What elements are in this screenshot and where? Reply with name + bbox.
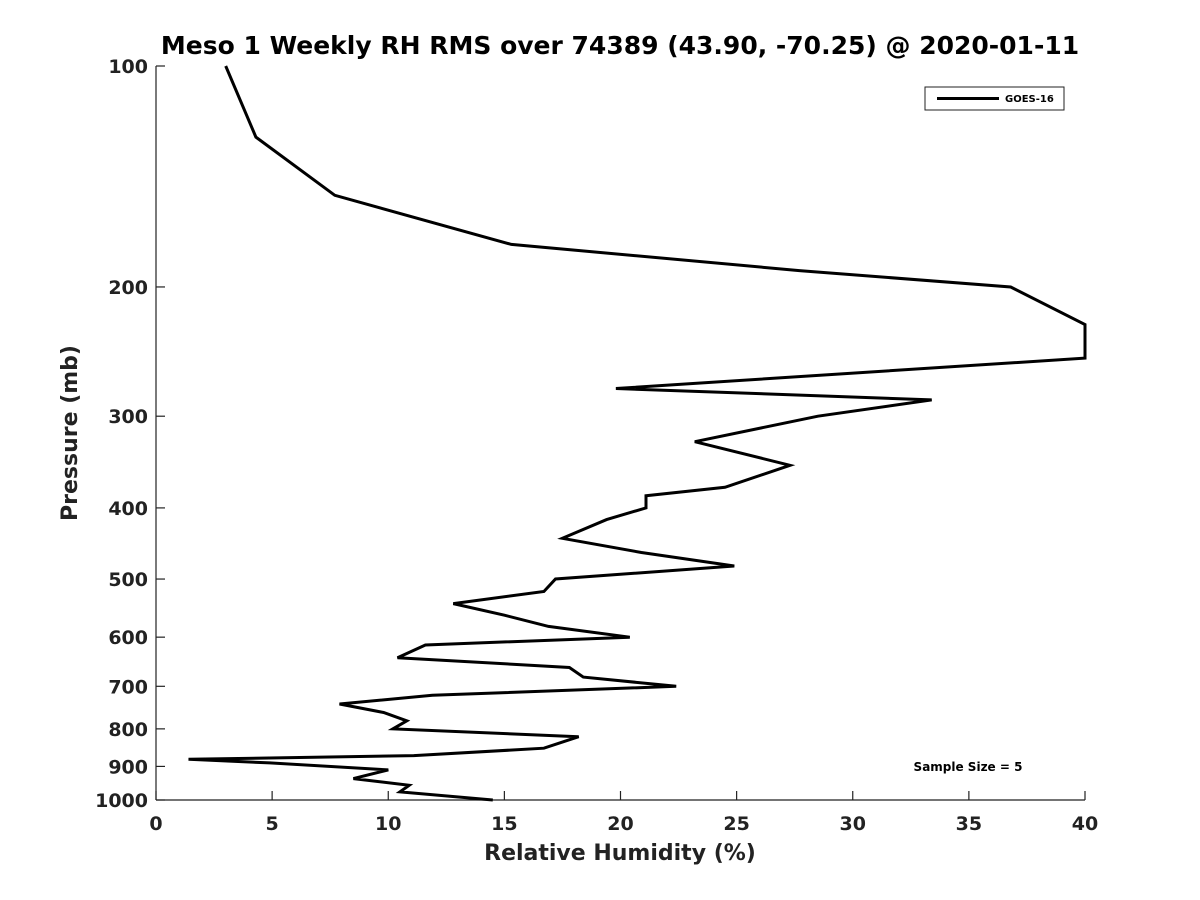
x-axis-ticks: 0 5 10 15 20 25 30 35 40 — [149, 791, 1098, 835]
y-tick-label: 300 — [108, 406, 148, 428]
x-tick-label: 15 — [491, 813, 517, 835]
legend-label: GOES-16 — [1005, 94, 1054, 105]
y-tick-label: 500 — [108, 569, 148, 591]
chart-title: Meso 1 Weekly RH RMS over 74389 (43.90, … — [161, 31, 1079, 60]
x-tick-label: 20 — [607, 813, 633, 835]
y-tick-label: 400 — [108, 498, 148, 520]
x-tick-label: 0 — [149, 813, 162, 835]
y-tick-label: 1000 — [95, 790, 148, 812]
x-tick-label: 5 — [266, 813, 279, 835]
x-tick-label: 30 — [840, 813, 866, 835]
y-axis-ticks: 100 200 300 400 500 600 700 800 900 1000 — [95, 56, 165, 812]
x-tick-label: 40 — [1072, 813, 1098, 835]
y-tick-label: 200 — [108, 277, 148, 299]
y-tick-label: 900 — [108, 756, 148, 778]
legend: GOES-16 — [924, 86, 1065, 111]
series-layer — [188, 65, 1087, 802]
y-tick-label: 100 — [108, 56, 148, 78]
y-tick-label: 800 — [108, 719, 148, 741]
y-tick-label: 700 — [108, 676, 148, 698]
y-axis-title: Pressure (mb) — [58, 345, 83, 521]
x-axis-title: Relative Humidity (%) — [484, 841, 756, 866]
sample-size-annotation: Sample Size = 5 — [914, 760, 1023, 774]
x-tick-label: 25 — [723, 813, 749, 835]
y-tick-label: 600 — [108, 627, 148, 649]
x-tick-label: 10 — [375, 813, 401, 835]
series-line-goes-16 — [188, 65, 1087, 802]
x-tick-label: 35 — [956, 813, 982, 835]
